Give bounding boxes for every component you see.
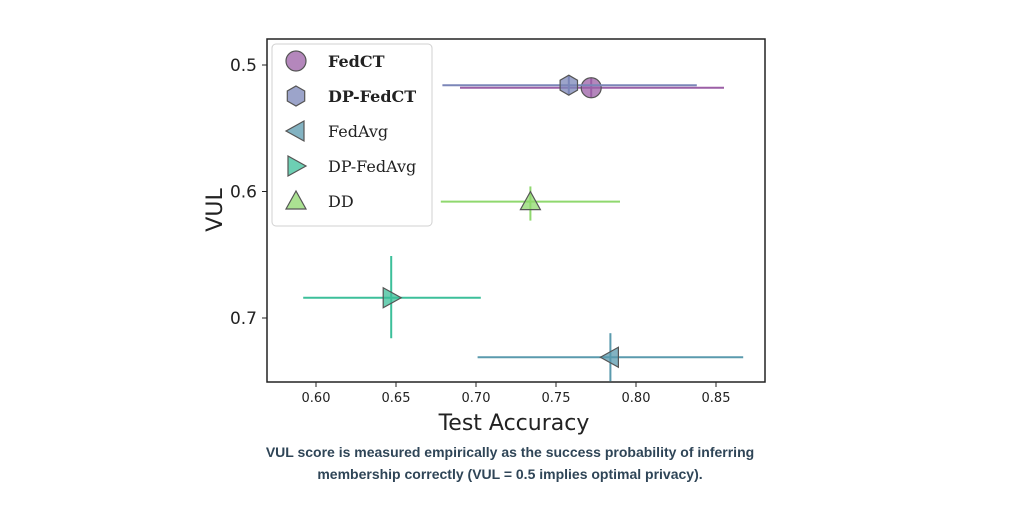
legend: FedCT DP-FedCT FedAvg DP-FedAvg DD [271, 43, 433, 227]
legend-label-fedct: FedCT [328, 52, 385, 71]
x-tick-label-3: 0.75 [542, 391, 571, 406]
legend-label-dd: DD [328, 192, 354, 211]
x-tick-label-0: 0.60 [302, 391, 331, 406]
x-axis-ticks: 0.60 0.65 0.70 0.75 0.80 0.85 [302, 382, 731, 406]
series-dd [440, 186, 620, 221]
point-dp-fedct [559, 74, 579, 96]
y-tick-label-0: 0.5 [230, 56, 257, 76]
y-tick-label-1: 0.6 [230, 183, 257, 203]
point-fedct [580, 77, 602, 99]
legend-marker-dd [284, 189, 308, 210]
y-axis-label: VUL [203, 188, 228, 232]
legend-markers [284, 50, 308, 210]
series-dp-fedavg [303, 256, 481, 339]
figure-caption: VUL score is measured empirically as the… [190, 441, 830, 485]
caption-line-1: VUL score is measured empirically as the… [265, 444, 755, 460]
x-tick-label-5: 0.85 [702, 391, 731, 406]
y-tick-label-2: 0.7 [230, 309, 257, 329]
point-dd [519, 190, 542, 211]
series-layer [303, 74, 744, 382]
x-tick-label-1: 0.65 [382, 391, 411, 406]
point-dp-fedavg [382, 286, 403, 309]
series-dp-fedct [442, 74, 697, 96]
legend-marker-dp-fedavg [287, 154, 308, 178]
series-fedavg [477, 333, 744, 382]
legend-label-dp-fedct: DP-FedCT [328, 87, 416, 106]
legend-marker-dp-fedct [286, 85, 306, 107]
x-tick-label-4: 0.80 [622, 391, 651, 406]
legend-marker-fedct [285, 50, 307, 72]
caption-line-2: membership correctly (VUL = 0.5 implies … [317, 466, 703, 482]
legend-marker-fedavg [284, 119, 305, 143]
legend-label-fedavg: FedAvg [328, 122, 388, 141]
x-axis-label: Test Accuracy [438, 411, 590, 436]
series-fedct [460, 77, 724, 99]
legend-box [271, 43, 433, 227]
legend-label-dp-fedavg: DP-FedAvg [328, 157, 416, 176]
y-axis-ticks: 0.5 0.6 0.7 [230, 56, 267, 329]
x-tick-label-2: 0.70 [462, 391, 491, 406]
point-fedavg [599, 346, 620, 369]
